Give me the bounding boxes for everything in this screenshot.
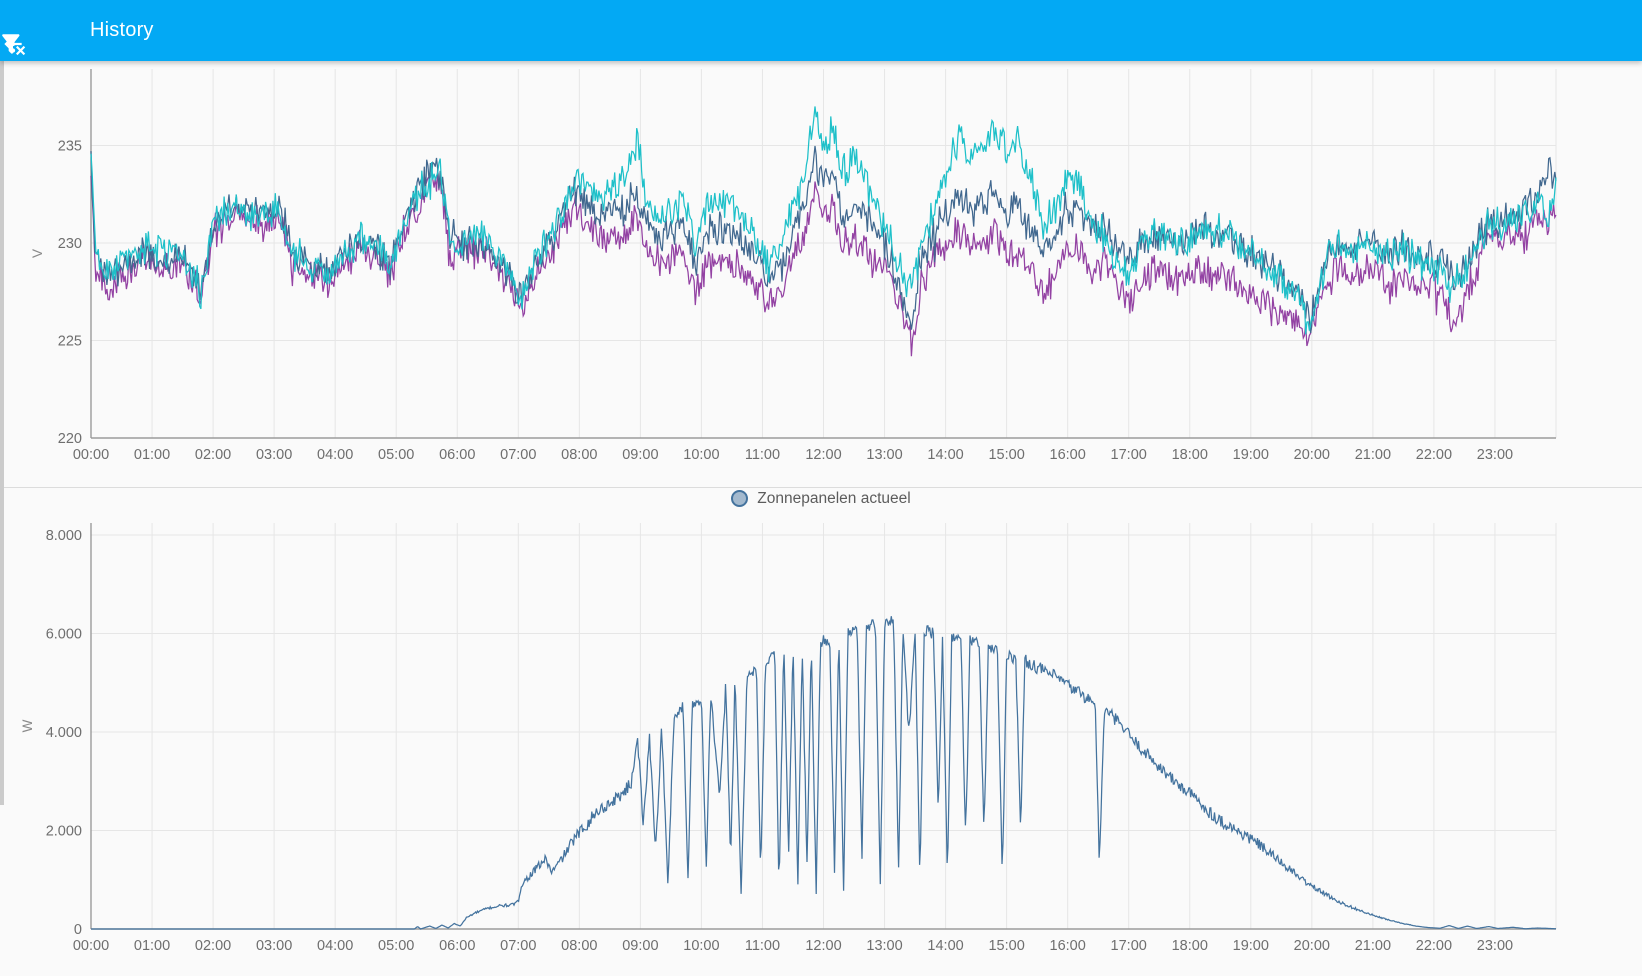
svg-text:11:00: 11:00 — [745, 447, 780, 463]
svg-text:22:00: 22:00 — [1416, 938, 1452, 954]
svg-text:23:00: 23:00 — [1477, 447, 1513, 463]
svg-text:4.000: 4.000 — [46, 725, 82, 741]
svg-text:07:00: 07:00 — [500, 938, 536, 954]
svg-text:00:00: 00:00 — [73, 938, 109, 954]
svg-text:10:00: 10:00 — [683, 938, 719, 954]
svg-text:12:00: 12:00 — [805, 447, 841, 463]
svg-text:225: 225 — [58, 334, 82, 350]
svg-text:8.000: 8.000 — [46, 528, 82, 544]
svg-text:02:00: 02:00 — [195, 447, 231, 463]
svg-text:17:00: 17:00 — [1111, 938, 1147, 954]
svg-text:15:00: 15:00 — [988, 938, 1024, 954]
svg-text:01:00: 01:00 — [134, 938, 170, 954]
svg-text:18:00: 18:00 — [1172, 447, 1208, 463]
voltage-history-chart[interactable]: 220 225 230 235 00:00 01:00 02:00 03:00 04:00 05:… — [0, 61, 1642, 487]
svg-text:21:00: 21:00 — [1355, 447, 1391, 463]
svg-text:14:00: 14:00 — [927, 938, 963, 954]
svg-text:18:00: 18:00 — [1172, 938, 1208, 954]
svg-text:11:00: 11:00 — [745, 938, 780, 954]
svg-text:0: 0 — [74, 922, 82, 938]
svg-text:03:00: 03:00 — [256, 938, 292, 954]
svg-text:13:00: 13:00 — [866, 938, 902, 954]
svg-text:06:00: 06:00 — [439, 447, 475, 463]
svg-text:235: 235 — [58, 139, 82, 155]
svg-text:20:00: 20:00 — [1294, 447, 1330, 463]
svg-text:01:00: 01:00 — [134, 447, 170, 463]
svg-text:17:00: 17:00 — [1111, 447, 1147, 463]
svg-text:09:00: 09:00 — [622, 938, 658, 954]
svg-text:2.000: 2.000 — [46, 824, 82, 840]
svg-text:23:00: 23:00 — [1477, 938, 1513, 954]
chart-divider — [0, 487, 1642, 488]
svg-text:05:00: 05:00 — [378, 447, 414, 463]
svg-text:13:00: 13:00 — [866, 447, 902, 463]
svg-text:07:00: 07:00 — [500, 447, 536, 463]
svg-text:06:00: 06:00 — [439, 938, 475, 954]
svg-text:W: W — [20, 719, 35, 732]
svg-text:08:00: 08:00 — [561, 938, 597, 954]
legend-label[interactable]: Zonnepanelen actueel — [757, 489, 911, 507]
svg-text:16:00: 16:00 — [1050, 938, 1086, 954]
svg-text:220: 220 — [58, 431, 82, 447]
svg-text:22:00: 22:00 — [1416, 447, 1452, 463]
svg-text:03:00: 03:00 — [256, 447, 292, 463]
svg-text:02:00: 02:00 — [195, 938, 231, 954]
svg-text:20:00: 20:00 — [1294, 938, 1330, 954]
svg-text:08:00: 08:00 — [561, 447, 597, 463]
svg-text:05:00: 05:00 — [378, 938, 414, 954]
svg-text:230: 230 — [58, 236, 82, 252]
svg-text:00:00: 00:00 — [73, 447, 109, 463]
svg-text:19:00: 19:00 — [1233, 938, 1269, 954]
svg-text:04:00: 04:00 — [317, 447, 353, 463]
svg-text:6.000: 6.000 — [46, 627, 82, 643]
app-bar: History — [0, 0, 1642, 61]
svg-text:16:00: 16:00 — [1050, 447, 1086, 463]
legend-marker-circle[interactable] — [731, 490, 749, 507]
page-title: History — [90, 19, 154, 41]
legend: Zonnepanelen actueel — [0, 488, 1642, 509]
svg-text:10:00: 10:00 — [683, 447, 719, 463]
svg-text:04:00: 04:00 — [317, 938, 353, 954]
svg-text:09:00: 09:00 — [622, 447, 658, 463]
filter-remove-button[interactable] — [2, 7, 1577, 55]
svg-text:V: V — [30, 249, 45, 258]
svg-text:19:00: 19:00 — [1233, 447, 1269, 463]
svg-text:12:00: 12:00 — [805, 938, 841, 954]
svg-text:15:00: 15:00 — [988, 447, 1024, 463]
svg-text:21:00: 21:00 — [1355, 938, 1391, 954]
scrollbar[interactable] — [0, 61, 4, 805]
svg-text:14:00: 14:00 — [927, 447, 963, 463]
overflow-menu-button[interactable] — [10, 7, 1630, 55]
solar-power-chart[interactable]: 0 2.000 4.000 6.000 8.000 00:00 01:00 02:00 03:0… — [0, 509, 1642, 976]
